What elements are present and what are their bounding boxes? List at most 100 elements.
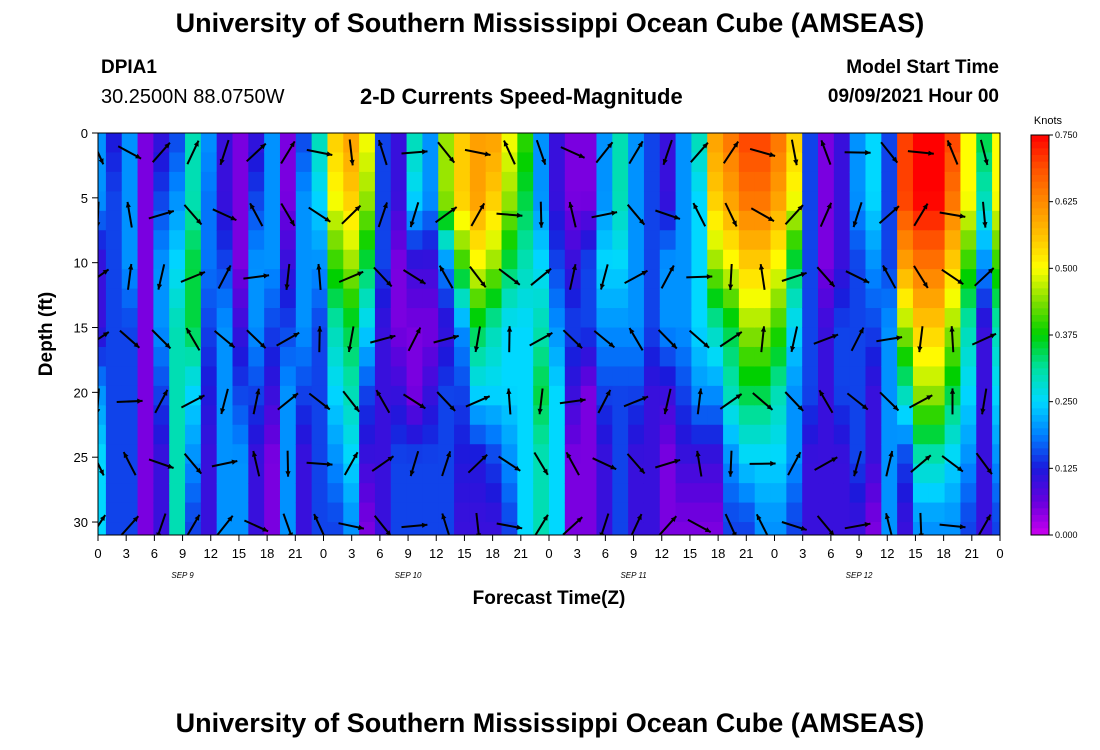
heatmap-cell [675,152,693,173]
heatmap-cell [675,327,693,348]
x-tick-label: 21 [514,546,528,561]
heatmap-cell [786,385,803,406]
heatmap-cell [343,405,360,426]
current-arrow [941,455,964,473]
heatmap-cell [881,191,898,212]
colorbar-swatch [1031,395,1049,403]
heatmap-cell [802,249,819,270]
heatmap-cell [454,249,471,270]
current-arrow [781,521,808,531]
heatmap-cell [295,288,313,309]
heatmap-cell [738,327,756,348]
heatmap-cell [786,191,803,212]
heatmap-cell [390,405,408,426]
model-start-label: Model Start Time [846,57,999,78]
heatmap-cell [422,366,439,387]
heatmap-cell [770,463,787,484]
heatmap-cell [185,152,202,173]
heatmap-cell [580,171,598,192]
heatmap-cell [264,502,281,523]
current-arrow [982,201,988,228]
heatmap-cell [279,405,297,426]
heatmap-cell [976,327,993,348]
heatmap-cell [754,366,772,387]
heatmap-cell [121,405,139,426]
heatmap-cell [675,366,693,387]
heatmap-cell [232,327,249,348]
heatmap-cell [928,327,946,348]
heatmap-cell [549,444,566,465]
y-tick-label: 20 [74,385,88,400]
heatmap-cell [833,522,851,535]
heatmap-cell [628,133,645,154]
heatmap-cell [374,288,392,309]
heatmap-cell [707,424,724,445]
heatmap-cell [976,346,993,368]
heatmap-cell [912,171,930,192]
heatmap-cell [628,385,645,406]
heatmap-cell [897,249,914,270]
colorbar-swatch [1031,208,1049,216]
heatmap-cell [533,249,550,270]
heatmap-cell [802,483,819,504]
heatmap-cell [501,249,518,270]
current-arrow [498,268,521,286]
heatmap-cell [723,249,740,270]
heatmap-cell [169,522,186,535]
colorbar-label: 0.000 [1055,530,1078,540]
heatmap-cell [580,346,598,368]
current-arrow [343,451,359,476]
colorbar-swatch [1031,341,1049,349]
current-arrow [630,513,643,535]
current-arrow [569,263,577,290]
current-arrow [401,522,428,529]
current-arrow [655,458,681,469]
heatmap-cell [169,308,186,329]
heatmap-cell [343,444,360,465]
heatmap-cell [596,483,613,504]
current-arrow [506,388,512,415]
heatmap-cell [422,191,439,212]
heatmap-cell [992,230,1000,251]
y-tick-label: 10 [74,256,88,271]
heatmap-cell [580,230,598,251]
heatmap-cell [454,269,471,290]
colorbar-swatch [1031,241,1049,249]
heatmap-cell [153,230,170,251]
heatmap-cell [802,269,819,290]
heatmap-cell [881,424,898,445]
heatmap-cell [390,444,408,465]
current-arrow [186,140,200,165]
heatmap-cell [469,133,487,154]
heatmap-cell [438,346,455,368]
heatmap-cell [944,405,962,426]
heatmap-cell [818,424,835,445]
heatmap-cell [390,308,408,329]
heatmap-cell [833,308,851,329]
heatmap-cell [944,191,962,212]
current-arrow [758,263,766,290]
heatmap-cell [454,171,471,192]
colorbar-swatch [1031,408,1049,416]
heatmap-cell [232,346,249,368]
x-tick-label: 9 [630,546,637,561]
colorbar-swatch [1031,508,1049,516]
heatmap-cell [295,502,313,523]
heatmap-cell [105,483,123,504]
heatmap-cell [770,288,787,309]
heatmap-cell [643,191,661,212]
heatmap-cell [105,171,123,192]
current-arrow [790,139,799,166]
heatmap-cell [533,366,550,387]
heatmap-cell [390,230,408,251]
colorbar-swatch [1031,295,1049,303]
x-tick-label: 21 [739,546,753,561]
heatmap-cell [691,346,708,368]
current-arrow [663,388,672,415]
heatmap-cell [533,288,550,309]
colorbar-label: 0.625 [1055,197,1078,207]
heatmap-cell [675,210,693,231]
heatmap-cell [469,288,487,309]
heatmap-cell [406,288,423,309]
heatmap-cell [105,191,123,212]
